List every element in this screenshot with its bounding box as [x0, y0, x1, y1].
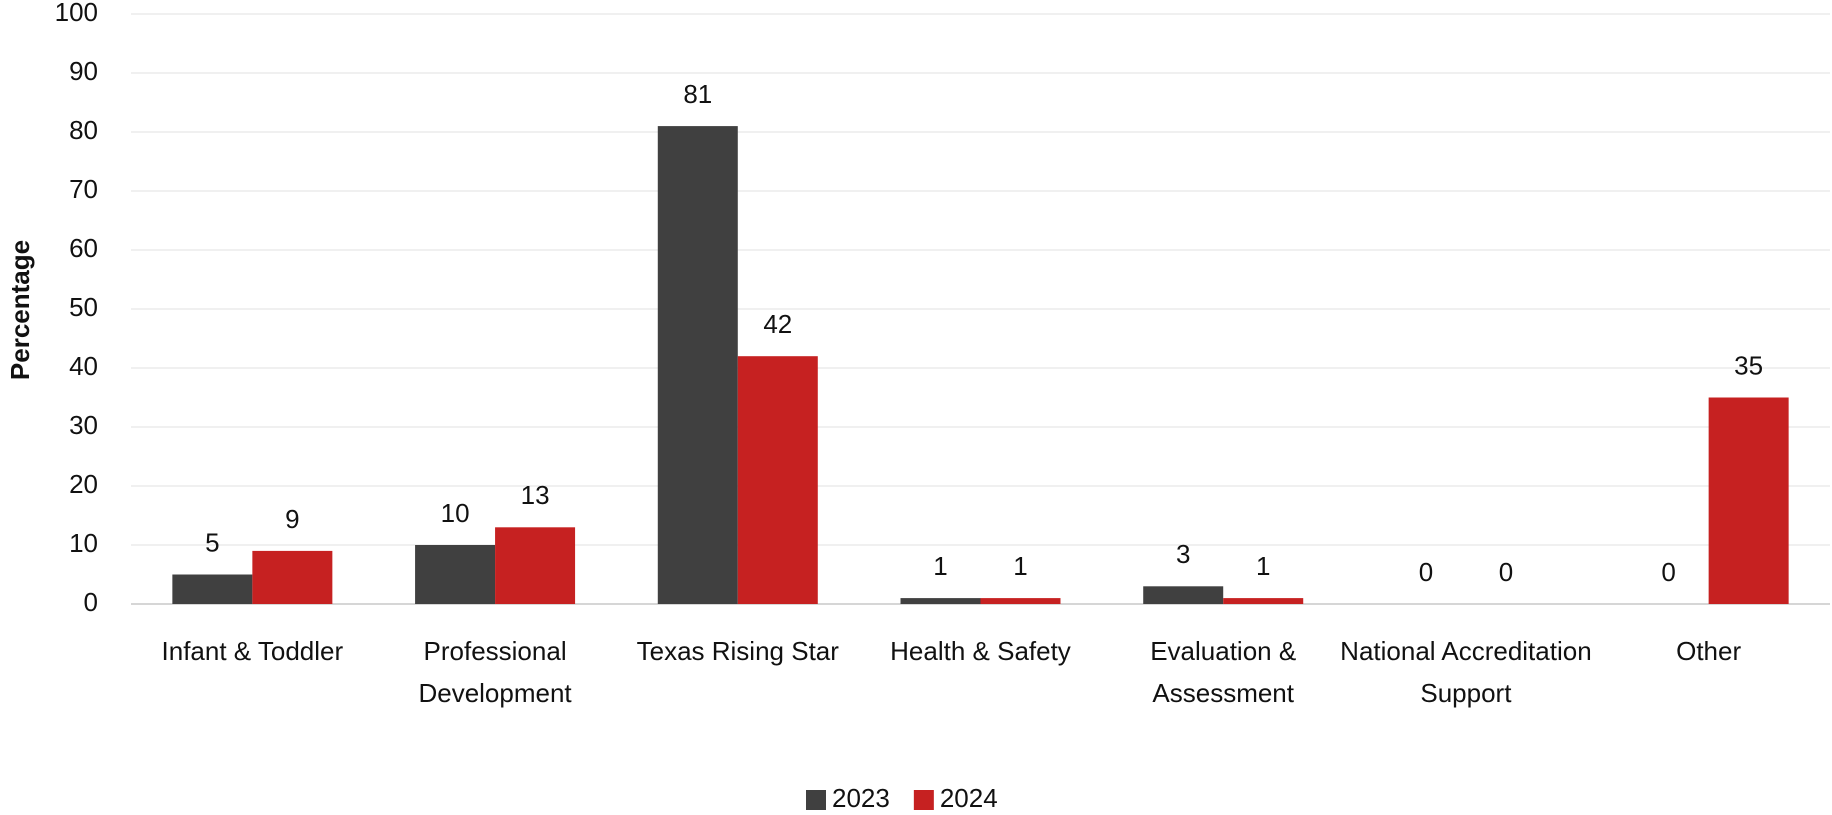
legend-swatch — [913, 790, 934, 810]
data-label: 5 — [205, 527, 219, 557]
data-label: 9 — [285, 504, 299, 534]
data-label: 13 — [521, 480, 550, 510]
bar — [1708, 397, 1789, 604]
data-label: 0 — [1661, 557, 1675, 587]
bar — [737, 356, 818, 604]
y-tick-label: 70 — [69, 174, 98, 204]
y-tick-label: 80 — [69, 115, 98, 145]
y-tick-label: 30 — [69, 410, 98, 440]
data-label: 10 — [441, 498, 470, 528]
y-tick-label: 60 — [69, 233, 98, 263]
x-tick-label-box: Texas Rising Star — [636, 636, 839, 666]
x-tick-label-box: Infant & Toddler — [161, 636, 344, 666]
data-label: 3 — [1176, 539, 1190, 569]
y-tick-label: 50 — [69, 292, 98, 322]
x-tick-label: National Accreditation Support — [1340, 636, 1592, 708]
bar — [252, 550, 333, 604]
y-axis-title: Percentage — [5, 240, 35, 380]
bar — [1143, 586, 1224, 604]
x-tick-label-box: Evaluation & Assessment — [1150, 636, 1297, 708]
data-label: 0 — [1499, 557, 1513, 587]
bar — [900, 598, 981, 604]
x-tick-label: Professional Development — [418, 636, 572, 708]
legend-label: 2023 — [832, 783, 890, 813]
x-tick-label-box: Health & Safety — [890, 636, 1071, 666]
x-tick-label: Health & Safety — [890, 636, 1071, 666]
y-tick-label: 0 — [84, 587, 98, 617]
bar — [980, 598, 1061, 604]
y-tick-label: 100 — [55, 0, 98, 27]
data-label: 1 — [933, 551, 947, 581]
x-tick-label-box: Other — [1676, 636, 1742, 666]
bar — [415, 545, 496, 604]
legend-swatch — [806, 790, 826, 810]
y-tick-label: 90 — [69, 56, 98, 86]
bar — [1223, 598, 1304, 604]
x-tick-label: Texas Rising Star — [636, 636, 839, 666]
x-tick-label: Evaluation & Assessment — [1150, 636, 1297, 708]
data-label: 81 — [683, 79, 712, 109]
y-tick-label: 20 — [69, 469, 98, 499]
legend-label: 2024 — [940, 783, 998, 813]
y-tick-label: 10 — [69, 528, 98, 558]
data-label: 1 — [1013, 551, 1027, 581]
data-label: 0 — [1419, 557, 1433, 587]
x-tick-label-box: National Accreditation Support — [1340, 636, 1592, 708]
bar — [172, 574, 253, 604]
x-tick-label: Infant & Toddler — [161, 636, 344, 666]
data-label: 42 — [763, 309, 792, 339]
y-tick-label: 40 — [69, 351, 98, 381]
bar — [657, 126, 738, 604]
x-tick-label: Other — [1676, 636, 1742, 666]
data-label: 35 — [1734, 350, 1763, 380]
x-tick-label-box: Professional Development — [418, 636, 572, 708]
bar — [495, 527, 576, 604]
data-label: 1 — [1256, 551, 1270, 581]
